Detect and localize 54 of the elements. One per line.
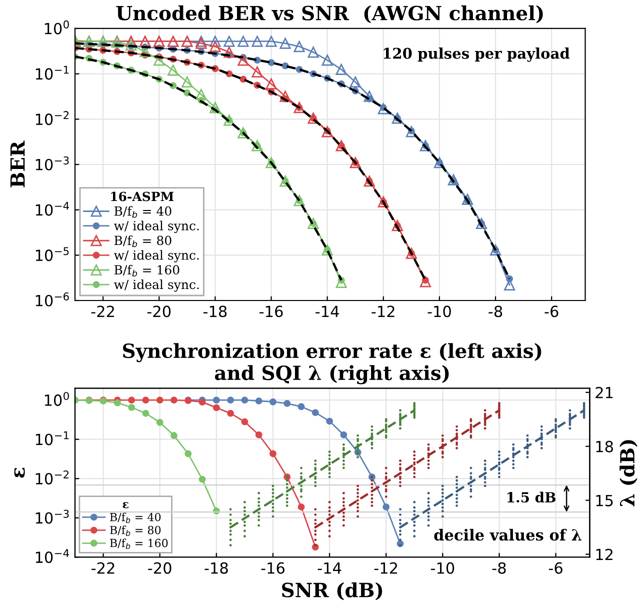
y-tick-label: 10$^{−6}$: [36, 292, 69, 306]
y-tick-label: 10$^{0}$: [44, 20, 69, 34]
y-tick-label: 10$^{−5}$: [36, 247, 69, 262]
x-tick-label: -10: [430, 562, 454, 574]
x-tick-label: -8: [488, 306, 502, 318]
x-tick-label: -20: [148, 562, 172, 574]
x-tick-label: -22: [92, 562, 114, 574]
y-tick-label: 10$^{−4}$: [36, 549, 69, 564]
legend-label: w/ ideal sync.: [114, 220, 199, 234]
legend-label: B/f$_{b}$ = 160: [110, 538, 168, 549]
x-axis-title: SNR (dB): [282, 582, 382, 600]
y-tick-label: 10$^{−3}$: [36, 156, 69, 170]
x-tick-label: -14: [316, 306, 339, 317]
x-tick-label: -16: [260, 306, 283, 318]
y2-tick-label: 18: [596, 440, 613, 452]
y-tick-label: 10$^{−2}$: [36, 470, 69, 484]
x-tick-label: -10: [428, 306, 451, 318]
y-axis-title: ε: [14, 468, 25, 478]
x-tick-label: -6: [548, 562, 562, 574]
legend-label: w/ ideal sync.: [114, 279, 199, 292]
legend-label: B/f$_{b}$ = 80: [110, 526, 161, 536]
y-tick-label: 10$^{−4}$: [36, 202, 69, 216]
x-tick-label: -16: [261, 562, 284, 574]
x-tick-label: -20: [147, 306, 171, 318]
x-tick-label: -14: [318, 562, 342, 574]
y-axis-title: BER: [10, 140, 25, 188]
y-tick-label: 10$^{−1}$: [36, 431, 69, 446]
legend-label: w/ ideal sync.: [114, 250, 199, 262]
y-tick-label: 10$^{−1}$: [36, 66, 69, 80]
chart-title: Synchronization error rate ε (left axis) and SQI λ (right axis): [123, 343, 542, 384]
y2-axis-title: λ (dB): [620, 440, 638, 506]
annotation: 1.5 dB: [508, 492, 556, 503]
y-tick-label: 10$^{0}$: [44, 392, 69, 406]
legend-label: B/f$_{b}$ = 40: [114, 206, 172, 218]
legend-label: B/f$_{b}$ = 160: [114, 264, 180, 277]
legend-label: B/f$_{b}$ = 80: [114, 236, 172, 248]
legend-title: ε: [122, 502, 128, 508]
legend-title: 16-ASPM: [111, 192, 174, 202]
annotation: decile values of λ: [434, 528, 582, 541]
x-tick-label: -18: [203, 306, 227, 318]
y-tick-label: 10$^{−2}$: [36, 111, 69, 126]
x-tick-label: -6: [544, 306, 558, 318]
y2-tick-label: 12: [596, 548, 612, 560]
annotation: 120 pulses per payload: [384, 48, 570, 62]
x-tick-label: -22: [91, 306, 114, 317]
y2-tick-label: 15: [596, 494, 613, 506]
x-tick-label: -18: [204, 562, 228, 574]
y2-tick-label: 21: [596, 386, 613, 398]
legend-label: B/f$_{b}$ = 40: [110, 512, 161, 524]
chart-title: Uncoded BER vs SNR (AWGN channel): [116, 5, 543, 24]
y-tick-label: 10$^{−3}$: [36, 510, 69, 524]
x-tick-label: -12: [374, 562, 398, 574]
x-tick-label: -12: [372, 306, 394, 317]
x-tick-label: -8: [492, 562, 506, 574]
